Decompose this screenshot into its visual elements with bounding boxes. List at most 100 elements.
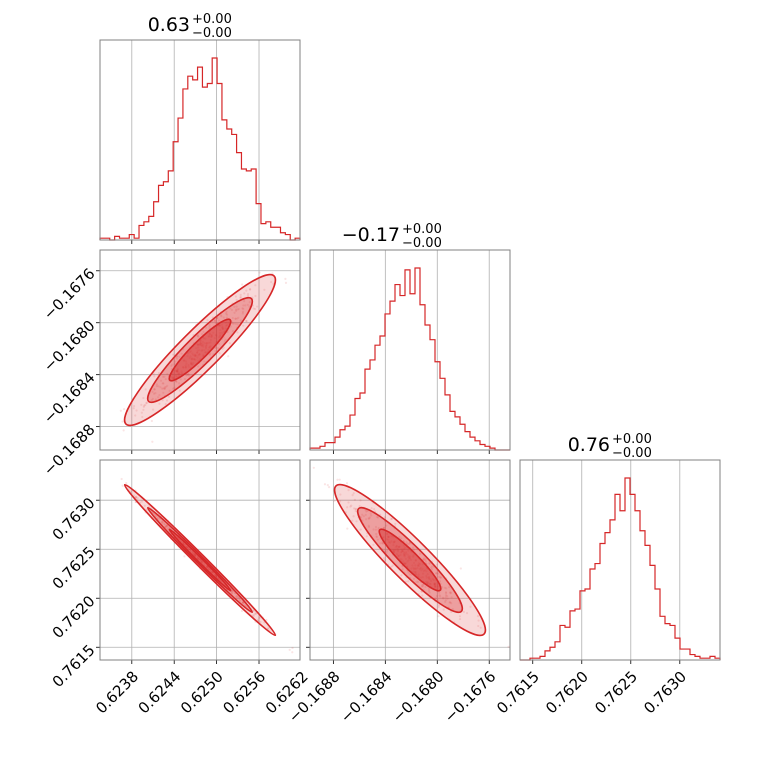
sample-point	[234, 317, 237, 320]
sample-point	[164, 525, 167, 528]
sample-point	[312, 466, 315, 469]
sample-point	[416, 580, 420, 583]
sample-point	[420, 585, 424, 588]
sample-point	[381, 542, 384, 545]
sample-point	[132, 404, 136, 408]
x-tick-label: −0.1676	[441, 668, 500, 727]
sample-point	[166, 384, 169, 387]
sample-point	[428, 561, 431, 564]
sample-point	[375, 535, 378, 538]
sample-point	[358, 505, 361, 508]
sample-point	[449, 601, 452, 604]
sample-point	[206, 319, 209, 322]
sample-point	[254, 294, 257, 298]
sample-point	[135, 496, 138, 499]
sample-point	[165, 524, 169, 527]
sample-point	[375, 532, 378, 536]
sample-point	[382, 526, 386, 530]
sample-point	[119, 409, 122, 412]
sample-point	[423, 557, 426, 560]
sample-point	[152, 392, 156, 395]
sample-point	[140, 411, 143, 414]
sample-point	[175, 357, 179, 360]
sample-point	[173, 386, 176, 389]
sample-point	[339, 493, 342, 496]
sample-point	[202, 330, 205, 334]
y-tick-label: −0.1680	[40, 317, 99, 376]
sample-point	[446, 597, 449, 600]
sample-point	[352, 492, 355, 495]
sample-point	[231, 329, 235, 333]
sample-point	[166, 526, 169, 529]
sample-point	[420, 584, 424, 587]
sample-point	[323, 483, 327, 486]
sample-point	[390, 518, 393, 521]
sample-point	[374, 525, 378, 529]
histogram-line-0	[99, 57, 301, 241]
sample-point	[162, 391, 165, 394]
contour-level-2	[378, 528, 442, 592]
sample-point	[140, 403, 143, 406]
sample-point	[376, 538, 380, 541]
sample-point	[367, 524, 370, 527]
sample-point	[142, 405, 145, 408]
sample-point	[422, 583, 425, 586]
sample-point	[462, 610, 465, 613]
sample-point	[448, 586, 451, 589]
x-tick-label: 0.6244	[135, 668, 185, 718]
sample-point	[372, 528, 375, 531]
sample-point	[267, 627, 270, 630]
sample-point	[158, 394, 161, 397]
contour-level-2	[168, 528, 232, 592]
sample-point	[411, 546, 415, 549]
sample-point	[438, 591, 441, 594]
sample-point	[134, 414, 137, 417]
x-tick-label: 0.6250	[177, 668, 227, 718]
sample-point	[439, 576, 442, 579]
sample-point	[254, 612, 257, 615]
sample-point	[265, 618, 268, 622]
sample-point	[427, 589, 431, 592]
sample-point	[444, 596, 447, 599]
sample-point	[157, 396, 160, 399]
sample-point	[165, 524, 168, 527]
sample-point	[164, 378, 167, 381]
panel-frame	[309, 249, 511, 451]
sample-point	[222, 346, 225, 349]
sample-point	[178, 389, 181, 392]
sample-point	[163, 523, 166, 526]
sample-point	[408, 573, 412, 576]
sample-point	[469, 605, 472, 608]
sample-point	[186, 373, 189, 376]
sample-point	[215, 316, 219, 320]
sample-point	[166, 372, 169, 376]
sample-point	[200, 332, 204, 336]
sample-point	[383, 559, 387, 562]
sample-point	[217, 342, 221, 346]
sample-point	[382, 557, 386, 560]
sample-point	[448, 601, 451, 604]
sample-point	[236, 308, 239, 311]
sample-point	[241, 312, 244, 315]
contour-level-2	[168, 318, 232, 382]
panel-title-0: 0.63 +0.00−0.00	[148, 12, 232, 41]
sample-point	[154, 398, 158, 401]
sample-point	[232, 590, 235, 593]
title-lower-0: −0.00	[192, 26, 232, 41]
sample-point	[142, 408, 145, 411]
sample-point	[165, 524, 169, 527]
sample-point	[142, 396, 145, 400]
sample-point	[157, 371, 161, 375]
panel-frame	[99, 39, 301, 241]
sample-point	[208, 323, 211, 327]
sample-point	[339, 500, 342, 503]
sample-point	[225, 313, 229, 316]
title-value-1: −0.17	[342, 224, 400, 246]
sample-point	[365, 510, 368, 513]
sample-point	[170, 364, 173, 368]
sample-point	[178, 355, 181, 358]
sample-point	[353, 507, 356, 510]
sample-point	[449, 591, 452, 594]
sample-point	[354, 507, 357, 510]
sample-point	[241, 602, 244, 605]
